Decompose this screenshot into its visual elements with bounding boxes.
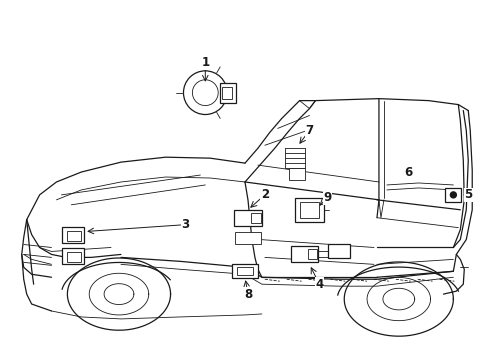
Text: 5: 5 bbox=[463, 188, 471, 201]
Bar bbox=[327, 244, 349, 258]
Text: 2: 2 bbox=[260, 188, 268, 201]
Bar bbox=[67, 252, 81, 262]
Bar bbox=[62, 227, 84, 243]
Bar bbox=[62, 248, 84, 264]
Bar bbox=[220, 83, 236, 103]
Circle shape bbox=[449, 192, 455, 198]
Bar bbox=[307, 249, 317, 260]
Bar bbox=[237, 267, 252, 275]
Text: 7: 7 bbox=[305, 124, 313, 137]
Text: 4: 4 bbox=[315, 278, 323, 291]
Bar bbox=[294, 198, 324, 222]
Text: 6: 6 bbox=[404, 166, 412, 179]
Bar bbox=[222, 87, 232, 99]
Text: 3: 3 bbox=[181, 218, 189, 231]
Bar bbox=[288, 168, 304, 180]
Bar bbox=[234, 210, 262, 226]
Circle shape bbox=[183, 71, 226, 114]
Text: 9: 9 bbox=[323, 192, 331, 204]
Bar bbox=[290, 247, 318, 262]
Text: 1: 1 bbox=[201, 57, 209, 69]
Bar bbox=[250, 213, 260, 223]
Bar bbox=[67, 231, 81, 240]
Text: 8: 8 bbox=[244, 288, 252, 301]
Bar bbox=[235, 231, 260, 243]
Bar bbox=[299, 202, 319, 218]
Bar bbox=[232, 264, 257, 278]
Bar bbox=[445, 188, 460, 202]
